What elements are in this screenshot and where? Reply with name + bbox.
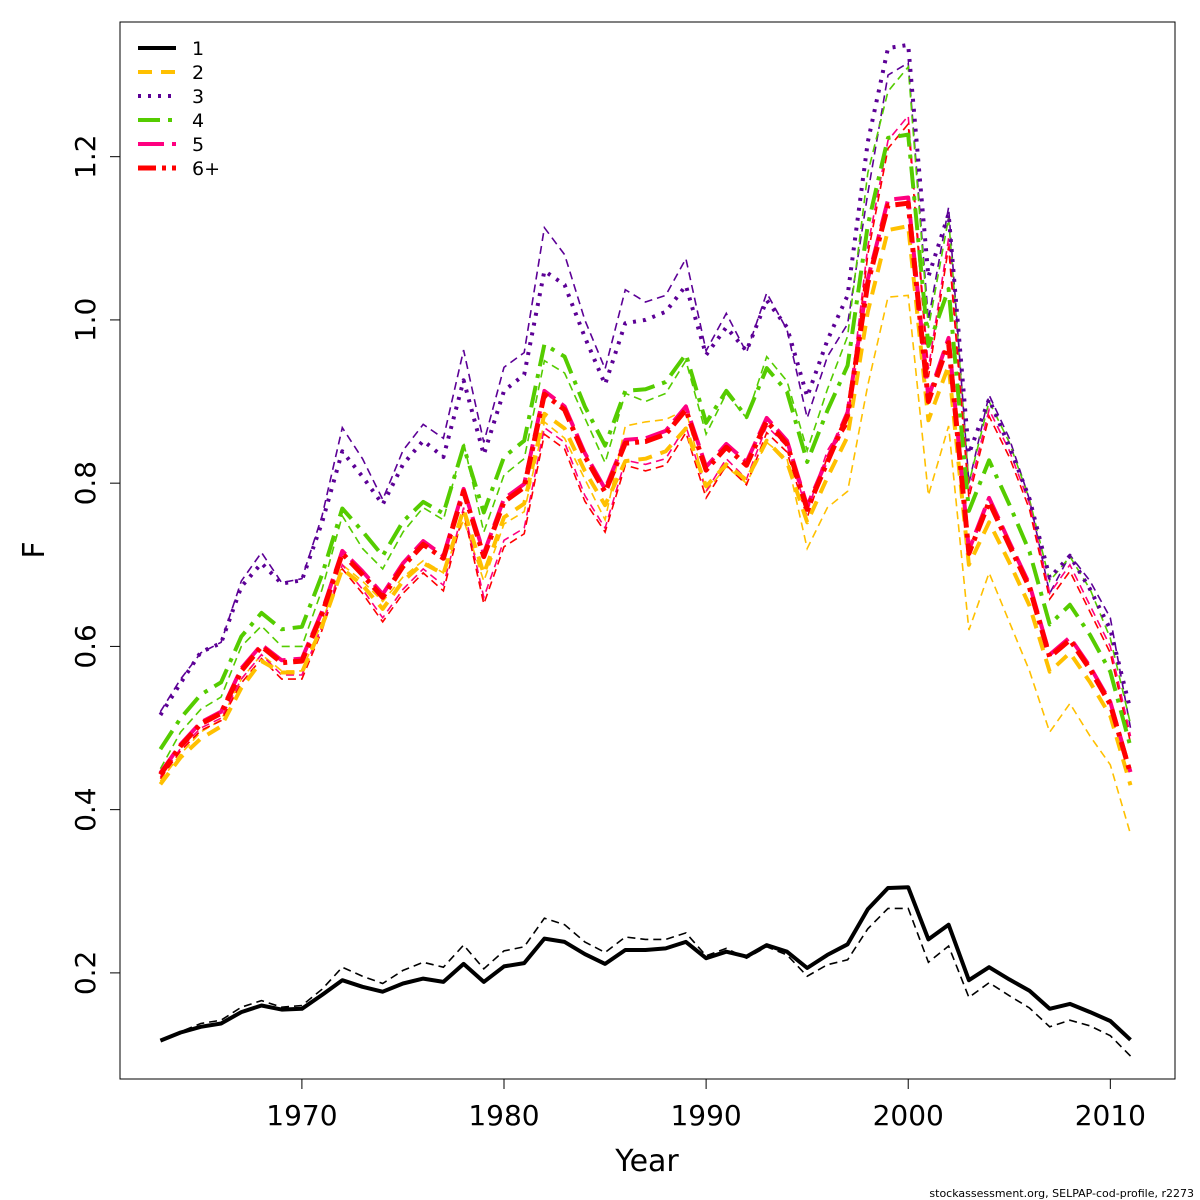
y-axis: 0.2 0.4 0.6 0.8 1.0 1.2 (69, 134, 121, 996)
series-1-line (159, 885, 1132, 1043)
series-layer (158, 42, 1133, 1057)
x-tick-label: 2010 (1075, 1099, 1146, 1132)
y-tick-label: 0.4 (69, 787, 102, 832)
y-tick-label: 0.8 (69, 461, 102, 506)
legend-label-6+: 6+ (192, 158, 220, 180)
series-6+-line (158, 200, 1133, 777)
series-3-line (158, 42, 1133, 717)
x-tick-label: 1970 (266, 1099, 337, 1132)
legend-label-2: 2 (192, 62, 204, 84)
y-tick-label: 0.2 (69, 951, 102, 996)
series-2-line (158, 224, 1133, 786)
y-tick-label: 0.6 (69, 624, 102, 669)
plot-frame (119, 21, 1176, 1080)
x-axis-title: Year (614, 1144, 679, 1179)
legend-label-4: 4 (192, 110, 204, 132)
legend-label-5: 5 (192, 134, 204, 156)
legend-label-3: 3 (192, 86, 204, 108)
y-axis-title: F (17, 541, 52, 558)
y-tick-label: 1.2 (69, 134, 102, 179)
series-1-compare-line (160, 907, 1132, 1057)
x-tick-label: 2000 (873, 1099, 944, 1132)
x-tick-label: 1990 (670, 1099, 741, 1132)
series-5-compare-line (159, 113, 1132, 778)
legend-label-1: 1 (192, 38, 204, 60)
series-4-line (158, 132, 1133, 751)
series-3-compare-line (159, 61, 1132, 729)
x-axis: 1970 1980 1990 2000 2010 (266, 1078, 1146, 1132)
x-tick-label: 1980 (468, 1099, 539, 1132)
y-tick-label: 1.0 (69, 298, 102, 343)
series-6+-compare-line (159, 121, 1132, 780)
credit-text: stockassessment.org, SELPAP-cod-profile,… (929, 1187, 1194, 1200)
series-5-line (158, 195, 1133, 775)
